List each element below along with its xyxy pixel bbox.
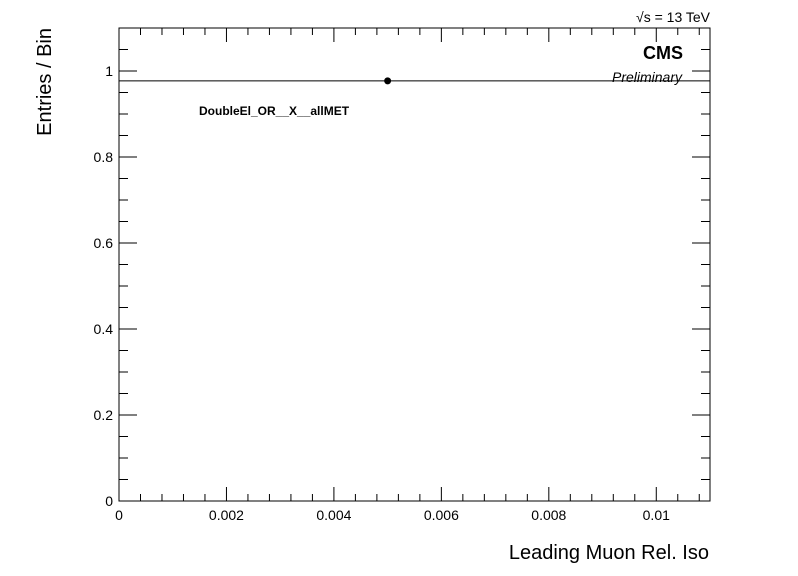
x-tick-label: 0.008 [531, 507, 566, 523]
y-tick-label: 0 [105, 493, 113, 509]
y-tick-label: 0.6 [94, 235, 114, 251]
x-tick-label: 0 [115, 507, 123, 523]
x-tick-label: 0.002 [209, 507, 244, 523]
y-tick-label: 1 [105, 63, 113, 79]
y-tick-label: 0.2 [94, 407, 114, 423]
x-tick-label: 0.01 [643, 507, 670, 523]
energy-label: √s = 13 TeV [636, 9, 711, 25]
y-axis-tick-labels: 0 0.2 0.4 0.6 0.8 1 [94, 63, 114, 509]
x-tick-label: 0.006 [424, 507, 459, 523]
selection-label: DoubleEl_OR__X__allMET [199, 104, 350, 118]
data-point [384, 77, 392, 85]
data-points [119, 77, 710, 85]
y-tick-label: 0.8 [94, 149, 114, 165]
status-label: Preliminary [612, 69, 683, 85]
y-axis-label: Entries / Bin [34, 28, 56, 136]
experiment-label: CMS [643, 43, 683, 63]
x-axis-label: Leading Muon Rel. Iso [509, 542, 709, 564]
x-axis-tick-labels: 0 0.002 0.004 0.006 0.008 0.01 [115, 507, 670, 523]
x-axis-ticks [118, 28, 700, 501]
x-tick-label: 0.004 [316, 507, 351, 523]
y-tick-label: 0.4 [94, 321, 114, 337]
axes-frame [118, 27, 711, 502]
plot-frame [118, 27, 711, 502]
y-axis-ticks [119, 27, 710, 502]
